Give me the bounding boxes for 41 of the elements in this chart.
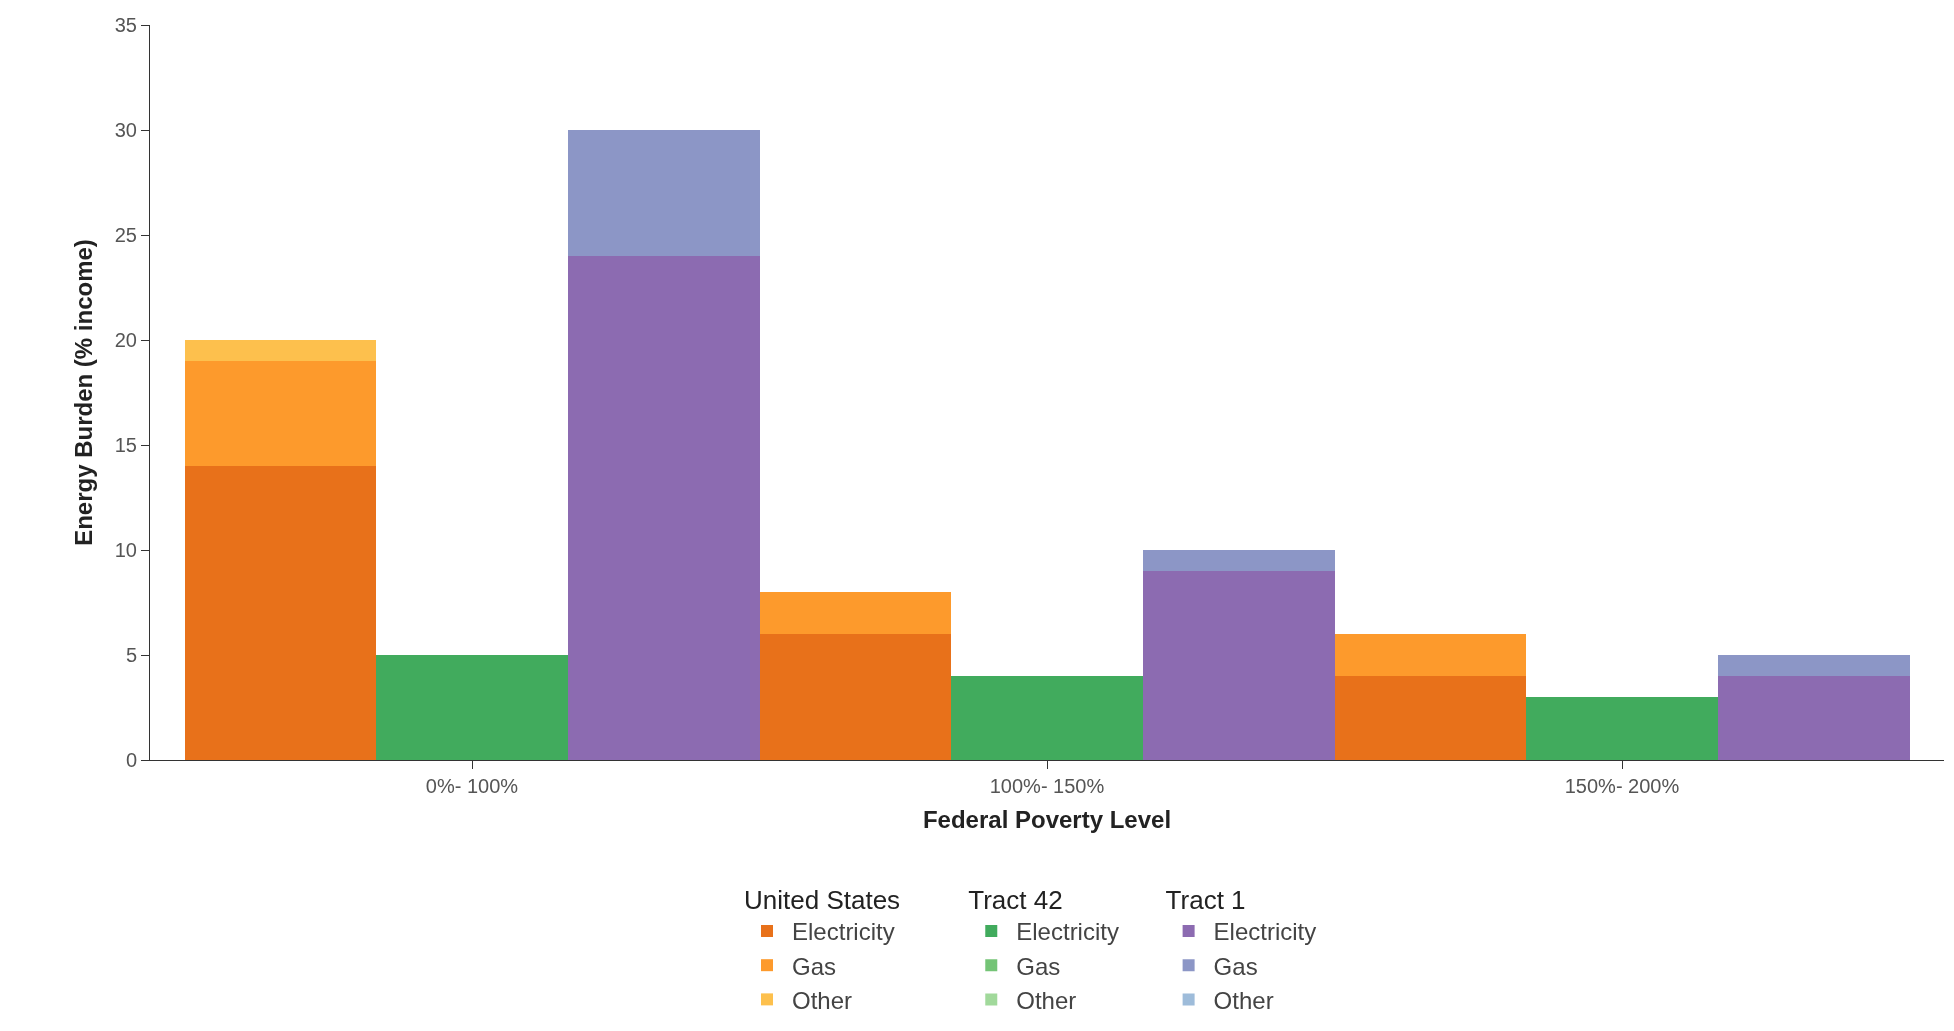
legend-label: Gas [1213,952,1258,980]
bar [1143,550,1335,571]
bar [185,361,376,466]
legend-label: Other [792,986,853,1014]
y-tick-label: 35 [114,14,137,36]
text: United States [744,884,901,915]
bar [1718,676,1910,760]
bar [1335,676,1526,760]
text: Tract 42 [968,884,1063,915]
y-tick-label: 15 [114,434,137,456]
bar [760,592,951,634]
y-tick-label: 0 [125,749,137,771]
y-tick-label: 5 [125,644,137,666]
bar [951,676,1143,760]
bar [1335,634,1526,676]
bar [568,130,760,256]
x-tick-label: 150%- 200% [1564,775,1680,797]
legend-label: Electricity [1213,918,1317,946]
legend-label: Electricity [1016,918,1119,946]
y-tick-label: 20 [114,329,137,351]
y-axis-title: Energy Burden (% income) [69,239,97,546]
x-tick-label: 100%- 150% [989,775,1105,797]
x-axis-title: Federal Poverty Level [922,806,1172,834]
text: Tract 1 [1165,884,1246,915]
bar [760,634,951,760]
legend-label: Electricity [792,918,895,946]
y-tick-label: 25 [114,224,137,246]
x-tick-label: 0%- 100% [425,775,519,797]
bar [1718,655,1910,676]
y-tick-label: 30 [114,119,137,141]
y-tick-label: 10 [114,539,137,561]
bar [376,655,568,760]
bar [568,256,760,760]
bar [185,340,376,361]
bar [185,466,376,760]
legend-label: Gas [792,952,837,980]
legend-label: Other [1213,986,1274,1014]
bar [1526,697,1718,760]
legend-label: Other [1016,986,1077,1014]
bar [1143,571,1335,760]
legend-label: Gas [1016,952,1061,980]
